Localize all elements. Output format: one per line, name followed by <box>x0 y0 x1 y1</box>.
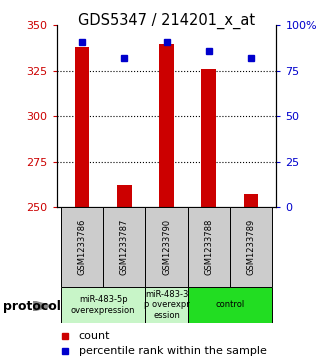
Text: miR-483-3
p overexpr
ession: miR-483-3 p overexpr ession <box>144 290 189 320</box>
Text: GSM1233786: GSM1233786 <box>78 219 87 275</box>
Polygon shape <box>33 301 52 311</box>
Bar <box>75 47 89 207</box>
Text: GSM1233788: GSM1233788 <box>204 219 213 275</box>
Bar <box>61 207 103 287</box>
Text: GDS5347 / 214201_x_at: GDS5347 / 214201_x_at <box>78 13 255 29</box>
Bar <box>103 207 146 287</box>
Bar <box>146 287 187 323</box>
Bar <box>117 185 132 207</box>
Bar <box>201 69 216 207</box>
Text: count: count <box>79 331 110 341</box>
Text: GSM1233787: GSM1233787 <box>120 219 129 275</box>
Text: percentile rank within the sample: percentile rank within the sample <box>79 346 266 356</box>
Bar <box>187 287 272 323</box>
Bar <box>244 194 258 207</box>
Text: control: control <box>215 301 244 309</box>
Text: GSM1233790: GSM1233790 <box>162 219 171 275</box>
Bar <box>159 44 174 207</box>
Text: protocol: protocol <box>3 300 61 313</box>
Text: miR-483-5p
overexpression: miR-483-5p overexpression <box>71 295 135 315</box>
Text: GSM1233789: GSM1233789 <box>246 219 255 275</box>
Bar <box>230 207 272 287</box>
Bar <box>146 207 187 287</box>
Bar <box>187 207 230 287</box>
Bar <box>61 287 146 323</box>
